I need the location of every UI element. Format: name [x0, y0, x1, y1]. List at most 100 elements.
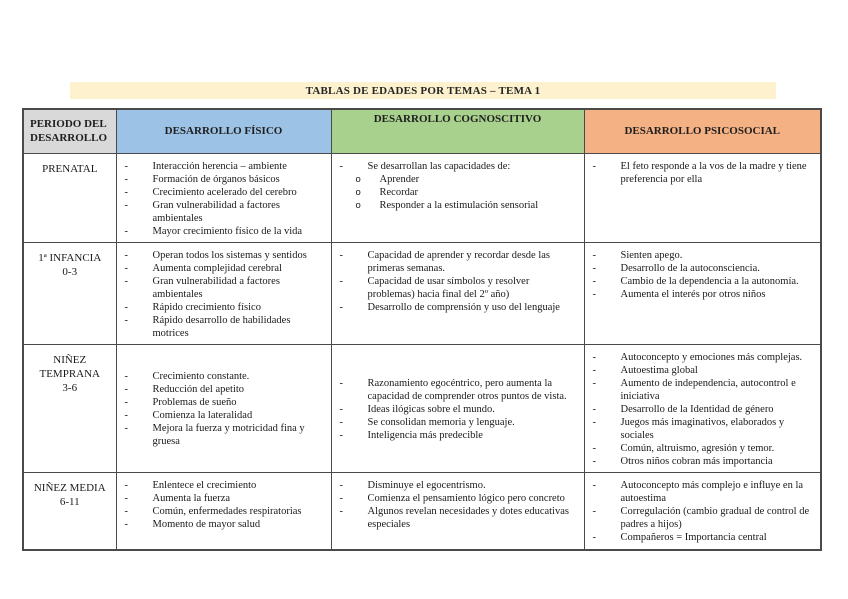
document-title-text: TABLAS DE EDADES POR TEMAS – TEMA 1 [305, 84, 541, 97]
bullet-text: Interacción herencia – ambiente [152, 160, 287, 172]
cell-desarrollo-fisico: - Enlentece el crecimiento - Aumenta la fue… [115, 471, 332, 551]
cell-desarrollo-psicosocial: - El feto responde a la vos de la madre y… [583, 152, 822, 243]
bullet-line: - Algunos revelan necesidades y dotes edu… [338, 505, 580, 531]
bullet-line: - Momento de mayor salud [123, 518, 327, 531]
bullet-text: Algunos revelan necesidades y dotes educ… [367, 505, 569, 530]
bullet-text: Se consolidan memoria y lenguaje. [367, 416, 515, 428]
bullet-line: - Crecimiento acelerado del cerebro [123, 186, 327, 199]
bullet-line: - Otros niños cobran más importancia [591, 455, 817, 468]
circle-marker: o [355, 199, 361, 211]
bullet-item: - El feto responde a la vos de la madre y… [591, 160, 817, 186]
bullet-text: Autoconcepto y emociones más complejas. [620, 351, 803, 363]
bullet-item: - Se desarrollan las capacidades de: o Apre… [338, 160, 580, 212]
bullet-line: - Aumenta complejidad cerebral [123, 262, 327, 275]
bullet-text: Se desarrollan las capacidades de: [367, 160, 511, 172]
header-desarrollo-psicosocial: DESARROLLO PSICOSOCIAL [583, 108, 822, 154]
bullet-text: Desarrollo de comprensión y uso del leng… [367, 301, 560, 313]
bullet-line: - Mayor crecimiento físico de la vida [123, 225, 327, 238]
bullet-item: - Razonamiento egocéntrico, pero aumenta … [338, 377, 580, 403]
bullet-item: - Se consolidan memoria y lenguaje. [338, 416, 580, 429]
bullet-line: - Aumenta la fuerza [123, 492, 327, 505]
bullet-item: - Reducción del apetito [123, 383, 327, 396]
dash-marker: - [592, 288, 597, 300]
bullet-text: Ideas ilógicas sobre el mundo. [367, 403, 495, 415]
bullet-text: Sienten apego. [620, 249, 683, 261]
bullet-line: - Autoestima global [591, 364, 817, 377]
bullet-line: - Operan todos los sistemas y sentidos [123, 249, 327, 262]
dash-marker: - [339, 301, 344, 313]
period-name: NIÑEZ TEMPRANA [39, 353, 100, 380]
table-row: 1ª INFANCIA 0-3- Operan todos los sistemas… [22, 241, 822, 345]
cell-desarrollo-fisico: - Operan todos los sistemas y sentidos - Au… [115, 241, 332, 345]
cell-desarrollo-cognoscitivo: - Disminuye el egocentrismo. - Comienza el … [330, 471, 585, 551]
bullet-item: - Inteligencia más predecible [338, 429, 580, 442]
bullet-text: Formación de órganos básicos [152, 173, 280, 185]
bullet-item: - Autoconcepto más complejo e influye en … [591, 479, 817, 505]
table-row: PRENATAL - Interacción herencia – ambiente… [22, 152, 822, 243]
table-body: PRENATAL - Interacción herencia – ambiente… [22, 152, 822, 551]
dash-marker: - [592, 351, 597, 363]
bullet-line: - Reducción del apetito [123, 383, 327, 396]
cell-desarrollo-fisico: - Crecimiento constante. - Reducción del ap… [115, 343, 332, 473]
bullet-line: - Mejora la fuerza y motricidad fina y gr… [123, 422, 327, 448]
bullet-text: Problemas de sueño [152, 397, 237, 408]
bullet-item: - Mayor crecimiento físico de la vida [123, 225, 327, 238]
bullet-line: - Aumento de independencia, autocontrol e… [591, 377, 817, 403]
bullet-line: - Desarrollo de la autoconsciencia. [591, 262, 817, 275]
bullet-text: Capacidad de aprender y recordar desde l… [367, 249, 551, 274]
circle-marker: o [355, 186, 361, 198]
bullet-line: - Cambio de la dependencia a la autonomía… [591, 275, 817, 288]
dash-marker: - [592, 377, 597, 389]
bullet-text: Comienza la lateralidad [152, 410, 253, 421]
bullet-text: Momento de mayor salud [152, 518, 261, 530]
bullet-line: - Capacidad de aprender y recordar desde … [338, 249, 580, 275]
bullet-item: - Otros niños cobran más importancia [591, 455, 817, 468]
period-age-range: 0-3 [62, 265, 78, 278]
bullet-line: - Capacidad de usar símbolos y resolver p… [338, 275, 580, 301]
dash-marker: - [592, 442, 597, 454]
bullet-line: - Crecimiento constante. [123, 370, 327, 383]
document-title: TABLAS DE EDADES POR TEMAS – TEMA 1 [70, 82, 776, 99]
bullet-item: - Operan todos los sistemas y sentidos [123, 249, 327, 262]
dash-marker: - [339, 403, 344, 415]
dash-marker: - [124, 301, 129, 313]
table-header-row: PERIODO DEL DESARROLLO DESARROLLO FÍSICO… [22, 108, 822, 154]
bullet-text: Rápido desarrollo de habilidades motrice… [152, 314, 291, 339]
dash-marker: - [124, 225, 129, 237]
table-row: NIÑEZ TEMPRANA 3-6- Crecimiento constante.… [22, 343, 822, 473]
bullet-text: Disminuye el egocentrismo. [367, 479, 486, 491]
bullet-item: - Comienza el pensamiento lógico pero con… [338, 492, 580, 505]
bullet-line: - Razonamiento egocéntrico, pero aumenta … [338, 377, 580, 403]
bullet-item: - Aumento de independencia, autocontrol e… [591, 377, 817, 403]
bullet-text: Cambio de la dependencia a la autonomía. [620, 275, 799, 287]
dash-marker: - [124, 186, 129, 198]
cell-desarrollo-cognoscitivo: - Capacidad de aprender y recordar desde … [330, 241, 585, 345]
dash-marker: - [592, 416, 597, 428]
bullet-line: - Comienza el pensamiento lógico pero con… [338, 492, 580, 505]
bullet-item: - Mejora la fuerza y motricidad fina y gr… [123, 422, 327, 448]
bullet-item: - Autoestima global [591, 364, 817, 377]
bullet-line: - Desarrollo de comprensión y uso del len… [338, 301, 580, 314]
bullet-text: Operan todos los sistemas y sentidos [152, 249, 307, 261]
cell-periodo: NIÑEZ TEMPRANA 3-6 [22, 343, 117, 473]
dash-marker: - [339, 249, 344, 261]
bullet-item: - Momento de mayor salud [123, 518, 327, 531]
bullet-line: - Rápido desarrollo de habilidades motric… [123, 314, 327, 340]
dash-marker: - [592, 455, 597, 467]
bullet-text: Razonamiento egocéntrico, pero aumenta l… [367, 377, 567, 402]
bullet-item: - Problemas de sueño [123, 396, 327, 409]
bullet-text: Común, altruismo, agresión y temor. [620, 442, 775, 454]
sub-bullet-text: Recordar [379, 186, 418, 198]
bullet-line: - Gran vulnerabilidad a factores ambienta… [123, 275, 327, 301]
dash-marker: - [339, 492, 344, 504]
bullet-item: - Sienten apego. [591, 249, 817, 262]
bullet-line: - Sienten apego. [591, 249, 817, 262]
dash-marker: - [124, 479, 129, 491]
circle-marker: o [355, 173, 361, 185]
bullet-item: - Ideas ilógicas sobre el mundo. [338, 403, 580, 416]
header-desarrollo-cognoscitivo: DESARROLLO COGNOSCITIVO [330, 108, 585, 154]
bullet-item: - Cambio de la dependencia a la autonomía… [591, 275, 817, 288]
bullet-item: - Capacidad de aprender y recordar desde … [338, 249, 580, 275]
cell-desarrollo-cognoscitivo: - Se desarrollan las capacidades de: o Apre… [330, 152, 585, 243]
period-name: NIÑEZ MEDIA [33, 481, 106, 494]
